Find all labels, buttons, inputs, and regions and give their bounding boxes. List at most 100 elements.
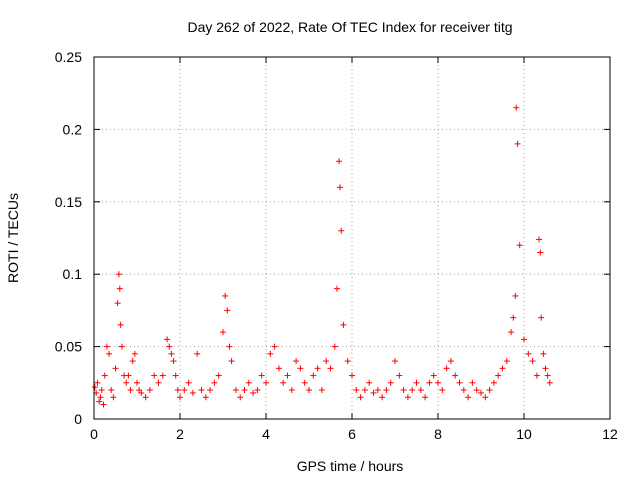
data-point xyxy=(538,314,545,321)
y-axis-label: ROTI / TECUs xyxy=(5,193,21,283)
data-point xyxy=(185,379,192,386)
data-point xyxy=(536,236,543,243)
data-point xyxy=(499,365,506,372)
data-point xyxy=(331,343,338,350)
data-point xyxy=(118,343,125,350)
data-point xyxy=(103,343,110,350)
data-point xyxy=(94,379,101,386)
data-point xyxy=(211,379,218,386)
data-point xyxy=(155,379,162,386)
data-point xyxy=(516,242,523,249)
data-point xyxy=(288,387,295,394)
data-point xyxy=(228,358,235,365)
data-point xyxy=(131,350,138,357)
data-point xyxy=(112,365,119,372)
data-point xyxy=(544,372,551,379)
data-point xyxy=(170,358,177,365)
data-point xyxy=(542,365,549,372)
data-point xyxy=(226,343,233,350)
data-point xyxy=(263,379,269,386)
data-point xyxy=(537,249,544,256)
data-point xyxy=(383,387,390,394)
data-point xyxy=(473,387,480,394)
data-point xyxy=(164,336,171,343)
grid-lines xyxy=(94,57,610,419)
data-point xyxy=(215,372,222,379)
x-axis-label: GPS time / hours xyxy=(297,458,404,474)
data-point xyxy=(172,372,179,379)
x-tick-label: 8 xyxy=(434,426,442,442)
data-points xyxy=(91,104,553,408)
data-point xyxy=(482,394,489,401)
data-point xyxy=(426,379,433,386)
data-point xyxy=(106,350,113,357)
data-point xyxy=(108,387,115,394)
data-point xyxy=(125,372,132,379)
data-point xyxy=(422,394,429,401)
data-point xyxy=(129,358,136,365)
data-point xyxy=(151,372,158,379)
data-point xyxy=(177,394,183,401)
data-point xyxy=(91,384,98,391)
data-point xyxy=(514,140,521,147)
data-point xyxy=(486,387,493,394)
data-point xyxy=(533,372,540,379)
data-point xyxy=(207,387,214,394)
data-point xyxy=(280,379,287,386)
data-point xyxy=(275,365,282,372)
data-point xyxy=(413,379,420,386)
data-point xyxy=(344,358,351,365)
data-point xyxy=(404,394,411,401)
y-tick-label: 0.05 xyxy=(55,339,82,355)
data-point xyxy=(314,365,321,372)
data-point xyxy=(97,394,104,401)
data-point xyxy=(159,372,166,379)
data-point xyxy=(134,379,140,386)
data-point xyxy=(146,387,153,394)
data-point xyxy=(123,379,130,386)
data-point xyxy=(508,329,515,336)
data-point xyxy=(198,387,205,394)
y-tick-label: 0.1 xyxy=(63,266,83,282)
x-tick-label: 12 xyxy=(602,426,618,442)
data-point xyxy=(340,321,347,328)
data-point xyxy=(338,227,345,234)
data-point xyxy=(521,336,527,343)
data-point xyxy=(222,292,229,299)
data-point xyxy=(512,292,519,299)
data-point xyxy=(310,372,317,379)
data-point xyxy=(237,394,244,401)
data-point xyxy=(245,379,252,386)
data-point xyxy=(396,372,403,379)
data-point xyxy=(370,389,377,396)
data-point xyxy=(267,350,274,357)
data-point xyxy=(529,358,536,365)
data-point xyxy=(439,387,446,394)
data-point xyxy=(460,387,467,394)
data-point xyxy=(478,389,484,396)
data-point xyxy=(241,387,248,394)
data-point xyxy=(181,387,188,394)
y-tick-label: 0.15 xyxy=(55,194,82,210)
data-point xyxy=(409,387,416,394)
data-point xyxy=(284,372,291,379)
data-point xyxy=(546,379,553,386)
data-point xyxy=(374,387,381,394)
data-point xyxy=(327,365,334,372)
data-point xyxy=(202,394,209,401)
data-point xyxy=(116,285,123,292)
data-point xyxy=(301,379,308,386)
data-point xyxy=(220,329,226,336)
x-tick-label: 10 xyxy=(516,426,532,442)
data-point xyxy=(250,389,257,396)
data-point xyxy=(174,387,181,394)
data-point xyxy=(293,358,300,365)
data-point xyxy=(110,394,117,401)
data-point xyxy=(392,358,398,365)
y-tick-label: 0.2 xyxy=(63,121,83,137)
data-point xyxy=(166,343,173,350)
x-tick-label: 2 xyxy=(176,426,184,442)
data-point xyxy=(168,350,175,357)
